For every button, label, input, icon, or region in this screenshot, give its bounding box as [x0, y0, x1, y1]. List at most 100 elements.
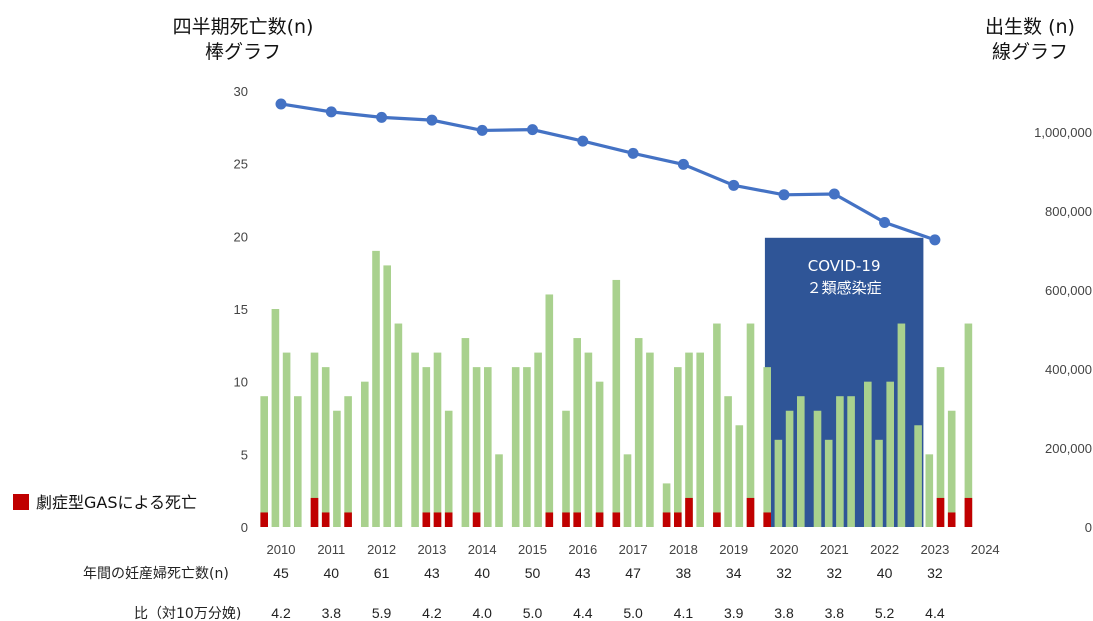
- ratio-value: 3.8: [774, 605, 794, 621]
- right-tick-label: 400,000: [1045, 362, 1092, 377]
- death-bar: [813, 410, 822, 527]
- gas-death-bar: [936, 497, 945, 527]
- gas-death-bar: [310, 497, 319, 527]
- gas-death-bar: [662, 512, 671, 527]
- death-bar: [735, 425, 744, 527]
- gas-death-bar: [573, 512, 581, 527]
- death-bar: [674, 367, 682, 527]
- x-axis-labels: 2010 2011 2012 2013 2014 2015 2016 2017 2018 2019…: [267, 542, 1000, 557]
- annual-deaths-value: 47: [625, 565, 641, 581]
- death-bar: [763, 367, 771, 527]
- births-point: [527, 124, 538, 136]
- left-tick-label: 5: [241, 447, 248, 462]
- right-tick-label: 1,000,000: [1034, 125, 1092, 140]
- death-bar: [294, 396, 302, 527]
- ratio-value: 3.9: [724, 605, 744, 621]
- annual-deaths-value: 32: [927, 565, 943, 581]
- births-point: [325, 106, 337, 118]
- year-label: 2014: [468, 542, 497, 557]
- gas-death-bar: [746, 497, 755, 527]
- death-bar: [774, 439, 783, 527]
- births-point: [627, 147, 639, 159]
- death-bar: [511, 367, 520, 527]
- left-axis-title-line2: 棒グラフ: [205, 41, 281, 63]
- annual-deaths-value: 34: [726, 565, 742, 581]
- births-point: [677, 158, 689, 170]
- death-bar: [545, 294, 554, 527]
- year-label: 2016: [568, 542, 597, 557]
- death-bar: [333, 410, 341, 527]
- death-bar: [484, 367, 492, 527]
- right-axis: 0 200,000 400,000 600,000 800,000 1,000,000: [1034, 125, 1092, 535]
- death-bar: [685, 352, 693, 527]
- ratio-value: 4.1: [674, 605, 694, 621]
- births-point: [577, 135, 589, 147]
- year-label: 2020: [770, 542, 799, 557]
- year-label: 2024: [971, 542, 1000, 557]
- death-bar: [422, 367, 431, 527]
- births-polyline: [280, 102, 936, 242]
- death-bar: [696, 352, 704, 527]
- ratio-value: 4.4: [573, 605, 593, 621]
- death-bar: [444, 410, 453, 527]
- right-tick-label: 200,000: [1045, 441, 1092, 456]
- year-label: 2015: [518, 542, 547, 557]
- left-tick-label: 25: [234, 157, 248, 172]
- death-bar: [534, 352, 542, 527]
- year-label: 2019: [719, 542, 748, 557]
- annual-deaths-value: 32: [776, 565, 792, 581]
- death-bar: [797, 396, 805, 527]
- ratio-value: 3.8: [322, 605, 342, 621]
- death-bar: [584, 352, 593, 527]
- death-bar: [310, 352, 319, 527]
- ratio-value: 5.0: [523, 605, 543, 621]
- death-bar: [472, 367, 481, 527]
- ratio-value: 4.2: [271, 605, 291, 621]
- death-bar: [925, 454, 934, 527]
- death-bar: [936, 367, 945, 527]
- annual-table: 45 40 61 43 40 50 43 47 38 34 32 32 40 32 4.2 3.8 5.9 4.2…: [271, 565, 945, 621]
- gas-death-bar: [321, 512, 330, 527]
- births-point: [426, 114, 438, 126]
- ratio-value: 3.8: [825, 605, 845, 621]
- left-axis-title-line1: 四半期死亡数(n): [173, 16, 314, 38]
- death-bar: [383, 265, 391, 527]
- death-bar: [634, 338, 643, 527]
- ratio-label: 比（対10万分娩): [134, 606, 241, 621]
- ratio-value: 4.0: [472, 605, 492, 621]
- death-bar: [433, 352, 442, 527]
- death-bar: [824, 439, 833, 527]
- death-bar: [523, 367, 531, 527]
- annual-deaths-value: 43: [575, 565, 591, 581]
- annual-deaths-value: 40: [324, 565, 340, 581]
- year-label: 2011: [317, 542, 345, 557]
- ratio-value: 5.9: [372, 605, 392, 621]
- year-label: 2017: [619, 542, 648, 557]
- death-bar: [260, 396, 268, 527]
- death-bar: [847, 396, 855, 527]
- gas-death-bar: [763, 512, 771, 527]
- death-bar: [713, 323, 721, 527]
- left-axis: 0 5 10 15 20 25 30: [234, 84, 248, 535]
- annual-deaths-value: 40: [877, 565, 893, 581]
- annual-deaths-value: 40: [474, 565, 490, 581]
- gas-death-bar: [472, 512, 481, 527]
- births-point: [476, 124, 488, 136]
- gas-death-bar: [562, 512, 570, 527]
- death-bar: [785, 410, 794, 527]
- births-line: [275, 98, 941, 246]
- annual-deaths-value: 32: [827, 565, 843, 581]
- births-point: [275, 98, 287, 110]
- gas-death-bar: [260, 512, 268, 527]
- gas-death-bar: [595, 512, 604, 527]
- death-bar: [495, 454, 503, 527]
- births-point: [828, 188, 840, 200]
- death-bar: [271, 309, 280, 527]
- gas-death-bar: [947, 512, 956, 527]
- right-axis-title-line2: 線グラフ: [992, 41, 1068, 63]
- annual-deaths-value: 50: [525, 565, 541, 581]
- death-bar: [595, 381, 604, 527]
- year-label: 2012: [367, 542, 396, 557]
- covid-label-line2: ２類感染症: [807, 279, 882, 297]
